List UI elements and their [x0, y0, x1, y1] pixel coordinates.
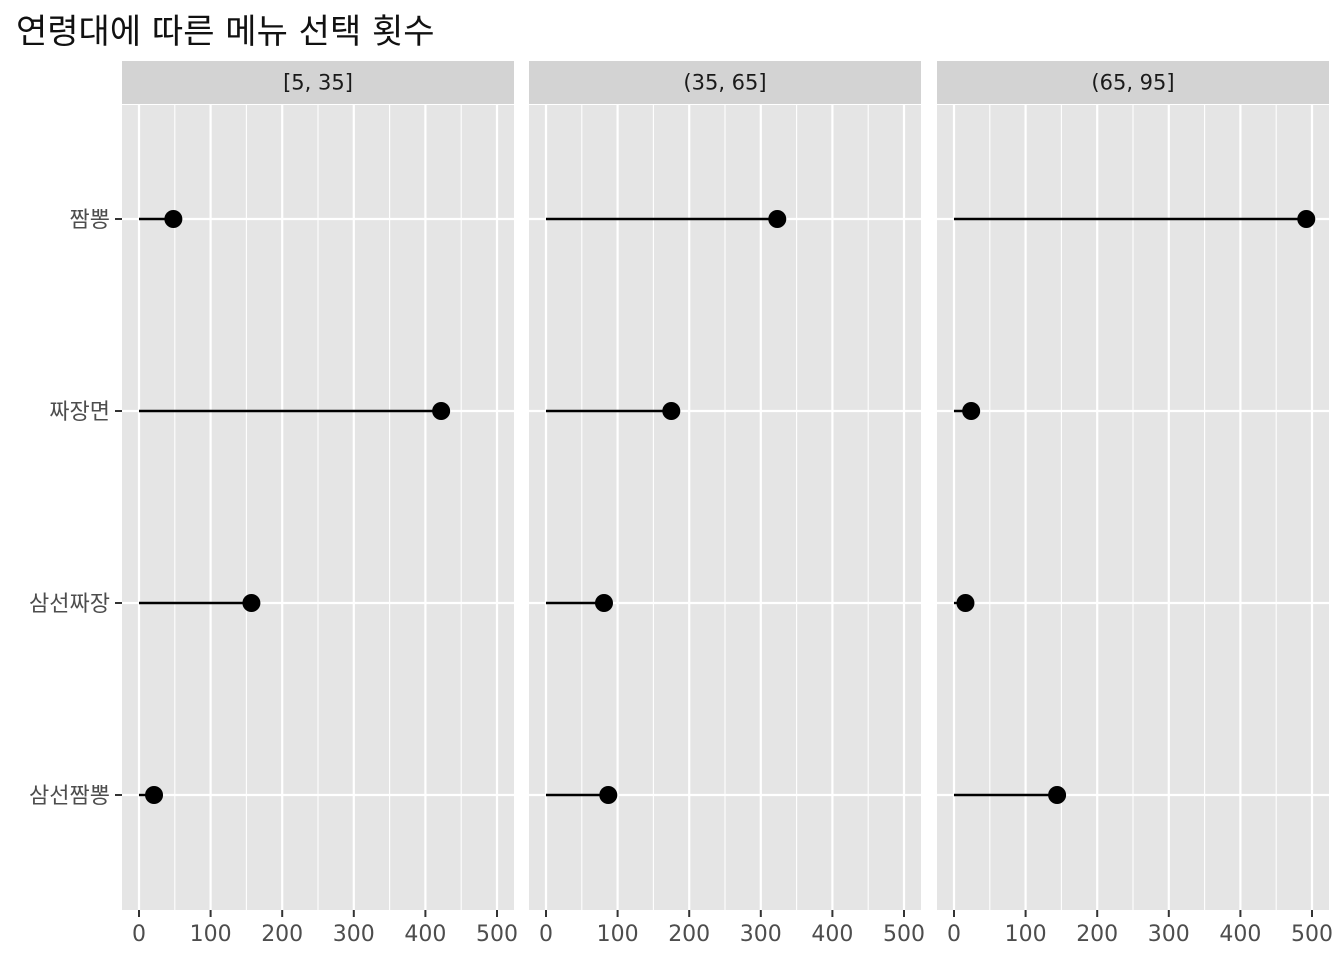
lollipop-point [962, 402, 981, 420]
x-tick-label: 400 [1219, 922, 1261, 947]
x-tick-label: 500 [883, 922, 925, 947]
x-tick-label: 400 [811, 922, 853, 947]
facet-panel: (35, 65] 0 100 200 300 400 500 [529, 61, 925, 947]
x-tick-label: 100 [1005, 922, 1047, 947]
facet-strip [937, 61, 1329, 104]
lollipop-point [1048, 786, 1067, 804]
lollipop-point [956, 594, 975, 612]
x-tick-label: 200 [261, 922, 303, 947]
lollipop-point [662, 402, 681, 420]
x-tick-label: 200 [1076, 922, 1118, 947]
y-tick-label: 짬뽕 [70, 208, 110, 233]
x-tick-label: 400 [404, 922, 446, 947]
x-tick-label: 500 [1291, 922, 1333, 947]
x-tick-label: 100 [597, 922, 639, 947]
x-tick-label: 0 [947, 922, 961, 947]
facet-strip [529, 61, 921, 104]
x-tick-label: 100 [190, 922, 232, 947]
chart-title: 연령대에 따른 메뉴 선택 횟수 [16, 12, 435, 52]
y-tick-label: 삼선짬뽕 [29, 784, 110, 809]
lollipop-point [599, 786, 618, 804]
y-tick-label: 짜장면 [49, 400, 110, 425]
x-tick-label: 0 [132, 922, 146, 947]
lollipop-point [768, 210, 787, 228]
facet-strip-label: [5, 35] [283, 71, 353, 95]
lollipop-point [1297, 210, 1316, 228]
x-tick-label: 0 [539, 922, 553, 947]
facet-strip-label: (35, 65] [683, 71, 766, 95]
x-tick-label: 300 [740, 922, 782, 947]
x-tick-label: 500 [476, 922, 518, 947]
x-tick-label: 200 [668, 922, 710, 947]
facet-panel: (65, 95] 0 100 200 300 400 500 [937, 61, 1333, 947]
x-tick-label: 300 [1148, 922, 1190, 947]
y-tick-label: 삼선짜장 [29, 592, 110, 617]
lollipop-point [594, 594, 613, 612]
lollipop-point [164, 210, 183, 228]
facet-panel: [5, 35] 0 100 200 300 400 500 [122, 61, 518, 947]
x-tick-label: 300 [333, 922, 375, 947]
facet-strip [122, 61, 514, 104]
lollipop-point [432, 402, 451, 420]
lollipop-point [242, 594, 261, 612]
facet-strip-label: (65, 95] [1091, 71, 1174, 95]
lollipop-point [145, 786, 164, 804]
